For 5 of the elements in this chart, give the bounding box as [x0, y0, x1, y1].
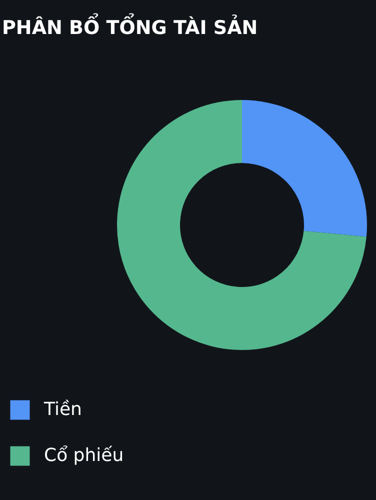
- donut-slice: [117, 100, 366, 350]
- legend-label: Cổ phiếu: [44, 445, 124, 466]
- chart-title: PHÂN BỔ TỔNG TÀI SẢN: [2, 13, 258, 39]
- donut-slice: [242, 100, 367, 237]
- legend-label: Tiền: [43, 399, 82, 420]
